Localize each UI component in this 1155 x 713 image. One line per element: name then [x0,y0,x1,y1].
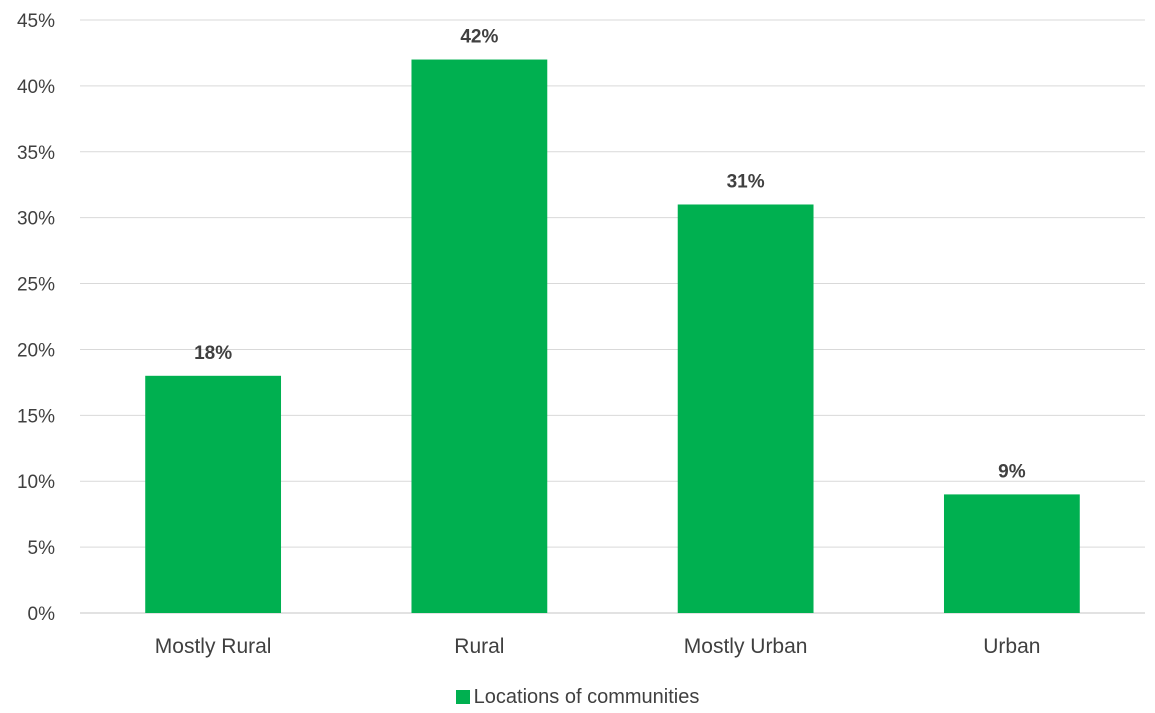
y-tick-label: 5% [28,538,56,559]
y-tick-label: 25% [17,275,55,296]
bar-chart: 0% 5% 10% 15% 20% 25% 30% 35% 40% 45% 18% 42% 31% 9%… [17,11,1145,658]
bar [411,59,548,614]
y-tick-label: 45% [17,11,55,32]
data-label: 9% [998,461,1026,482]
category-label: Rural [454,635,504,658]
y-axis-ticks: 0% 5% 10% 15% 20% 25% 30% 35% 40% 45% [17,11,55,625]
y-tick-label: 30% [17,209,55,230]
x-axis-categories: Mostly Rural Rural Mostly Urban Urban [155,635,1041,658]
y-tick-label: 10% [17,472,55,493]
data-label: 31% [727,171,765,192]
bars [145,59,1080,614]
legend-swatch [455,690,470,704]
category-label: Urban [983,635,1040,658]
y-tick-label: 35% [17,143,55,164]
data-labels: 18% 42% 31% 9% [194,27,1026,483]
bar [943,494,1080,613]
y-tick-label: 15% [17,406,55,427]
legend-label: Locations of communities [473,686,700,708]
data-label: 18% [194,343,232,364]
category-label: Mostly Urban [684,635,808,658]
y-tick-label: 20% [17,340,55,361]
category-label: Mostly Rural [155,635,272,658]
legend: Locations of communities [0,686,1155,709]
bar [677,204,814,613]
y-tick-label: 40% [17,77,55,98]
bar [145,375,282,613]
y-tick-label: 0% [28,604,56,625]
data-label: 42% [460,27,498,48]
